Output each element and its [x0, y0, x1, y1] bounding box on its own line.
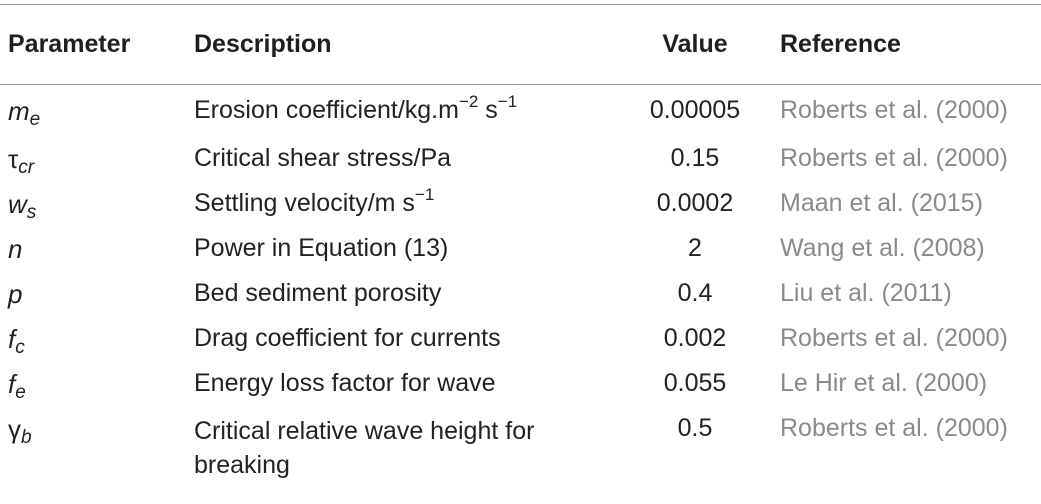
param-symbol: fe	[8, 369, 26, 403]
param-value: 0.055	[663, 369, 727, 397]
param-symbol: τcr	[8, 144, 35, 178]
header-row: Parameter Description Value Reference	[0, 4, 1041, 84]
param-reference[interactable]: Liu et al. (2011)	[780, 279, 952, 307]
param-value: 2	[688, 234, 702, 262]
header-reference: Reference	[780, 29, 901, 58]
param-description: Drag coefficient for currents	[194, 324, 501, 352]
table-top-rule	[0, 4, 1041, 5]
param-value: 0.15	[670, 144, 720, 172]
table-row: p Bed sediment porosity 0.4 Liu et al. (…	[0, 273, 1041, 318]
param-reference[interactable]: Roberts et al. (2000)	[780, 96, 1008, 124]
header-rule	[0, 84, 1041, 85]
table-row: fe Energy loss factor for wave 0.055 Le …	[0, 363, 1041, 408]
param-symbol: γb	[8, 414, 32, 448]
param-value: 0.0002	[656, 189, 734, 217]
header-description: Description	[194, 29, 332, 58]
header-parameter: Parameter	[8, 29, 131, 58]
param-symbol: n	[8, 234, 23, 264]
header-value: Value	[662, 29, 728, 58]
parameters-table: Parameter Description Value Reference me…	[0, 4, 1041, 488]
param-reference[interactable]: Roberts et al. (2000)	[780, 414, 1008, 442]
table-row: τcr Critical shear stress/Pa 0.15 Robert…	[0, 138, 1041, 183]
param-description: Energy loss factor for wave	[194, 369, 496, 397]
param-symbol: ws	[8, 189, 37, 223]
table-row: γb Critical relative wave height for bre…	[0, 408, 1041, 488]
param-description: Settling velocity/m s−1	[194, 185, 435, 217]
param-reference[interactable]: Wang et al. (2008)	[780, 234, 985, 262]
param-reference[interactable]: Roberts et al. (2000)	[780, 324, 1008, 352]
param-value: 0.00005	[649, 96, 741, 124]
param-value: 0.4	[677, 279, 713, 307]
table-row: fc Drag coefficient for currents 0.002 R…	[0, 318, 1041, 363]
param-description: Critical relative wave height for breaki…	[194, 417, 535, 479]
table-row: ws Settling velocity/m s−1 0.0002 Maan e…	[0, 183, 1041, 228]
table-row: me Erosion coefficient/kg.m−2 s−1 0.0000…	[0, 84, 1041, 138]
param-description: Critical shear stress/Pa	[194, 144, 452, 172]
param-reference[interactable]: Maan et al. (2015)	[780, 189, 983, 217]
param-value: 0.5	[677, 414, 713, 442]
param-description: Bed sediment porosity	[194, 279, 442, 307]
table-row: n Power in Equation (13) 2 Wang et al. (…	[0, 228, 1041, 273]
param-symbol: p	[8, 279, 23, 309]
param-description: Erosion coefficient/kg.m−2 s−1	[194, 92, 518, 124]
param-reference[interactable]: Le Hir et al. (2000)	[780, 369, 988, 397]
param-description: Power in Equation (13)	[194, 234, 449, 262]
param-value: 0.002	[663, 324, 727, 352]
param-reference[interactable]: Roberts et al. (2000)	[780, 144, 1008, 172]
param-symbol: me	[8, 96, 41, 130]
param-symbol: fc	[8, 324, 25, 358]
